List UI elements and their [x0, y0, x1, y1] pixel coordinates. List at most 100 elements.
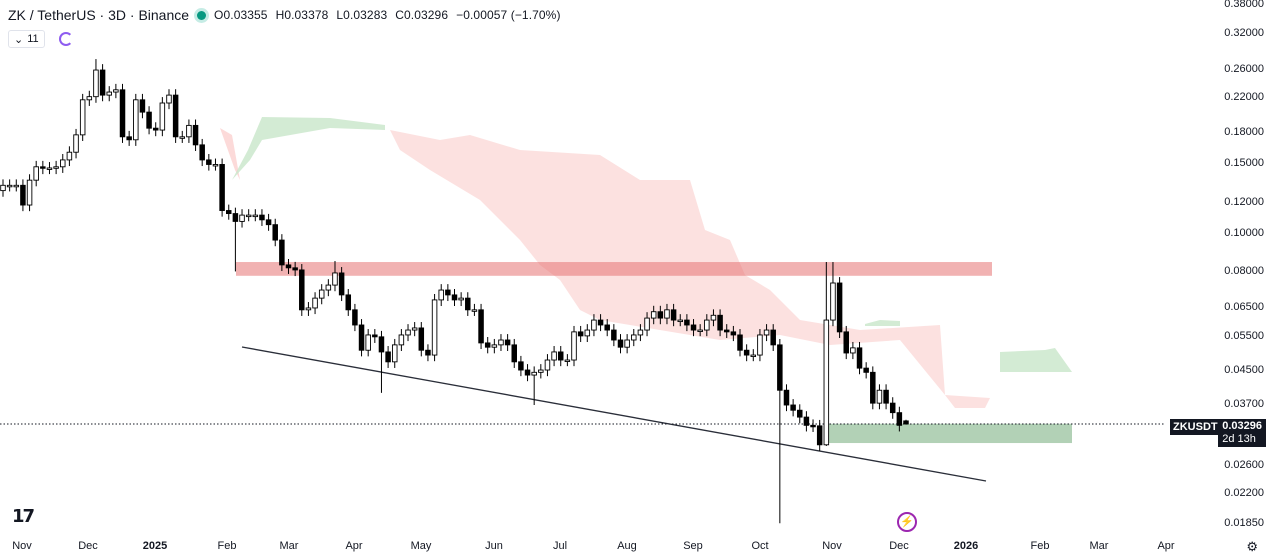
candle: [790, 399, 796, 417]
candle-body-bearish: [219, 164, 225, 211]
candle-body-bullish: [710, 314, 717, 321]
candle-body-bullish: [830, 282, 836, 321]
candle-body-bearish: [279, 239, 285, 266]
time-tick: Nov: [822, 540, 842, 552]
candle-body-bearish: [730, 331, 737, 336]
candle-body-bearish: [737, 334, 743, 351]
candle: [637, 324, 644, 342]
candle: [551, 346, 557, 367]
candle-body-bullish: [325, 284, 332, 291]
candle-body-bearish: [843, 331, 849, 354]
price-tick: 0.05500: [1224, 329, 1264, 342]
cloud-bullish: [865, 320, 900, 326]
trendline[interactable]: [241, 346, 987, 482]
candle-body-bullish: [750, 354, 757, 358]
chevron-down-icon: ⌄: [14, 33, 24, 46]
price-tick: 0.12000: [1224, 195, 1264, 208]
candle-body-bearish: [259, 214, 265, 221]
candle-body-bearish: [478, 309, 484, 344]
candle-body-bullish: [6, 184, 13, 188]
candle-body-bullish: [531, 371, 537, 376]
candle-body-bullish: [60, 159, 66, 168]
candle: [179, 130, 186, 143]
candle-body-bullish: [212, 164, 219, 167]
time-tick: Mar: [279, 540, 299, 552]
cloud-bullish: [1000, 348, 1072, 372]
candle-body-bullish: [186, 124, 192, 138]
candle-body-bullish: [239, 214, 245, 222]
candle: [763, 324, 770, 342]
candle-body-bearish: [385, 351, 391, 363]
candle-body-bullish: [245, 214, 252, 218]
time-tick: Nov: [12, 540, 32, 552]
candle: [504, 334, 511, 352]
candle-body-bearish: [484, 342, 491, 348]
candle: [657, 305, 664, 325]
candle-body-bullish: [33, 166, 39, 181]
candle-body-bearish: [172, 94, 179, 138]
candle-body-bullish: [159, 102, 166, 131]
candle-body-bearish: [690, 324, 697, 331]
tradingview-logo[interactable]: 17: [12, 506, 35, 527]
candle-body-bullish: [571, 331, 577, 361]
candle: [166, 89, 172, 110]
candle-body-bearish: [126, 136, 132, 141]
price-tick: 0.32000: [1224, 27, 1264, 39]
candle-body-bullish: [312, 297, 318, 309]
candle: [133, 93, 139, 146]
indicators-toggle-button[interactable]: ⌄ 11: [8, 30, 45, 48]
candles: [0, 59, 909, 524]
candle: [206, 153, 212, 171]
candle-body-bullish: [564, 359, 571, 362]
candle: [624, 334, 630, 354]
candle-body-bearish: [770, 329, 776, 346]
candle: [385, 346, 391, 368]
price-tick: 0.18000: [1224, 125, 1264, 138]
candle-body-bearish: [797, 409, 803, 418]
last-price-tag: 0.03296 2d 13h: [1218, 419, 1266, 447]
candle-body-bullish: [252, 214, 259, 218]
candle-body-bullish: [438, 289, 444, 301]
candle-body-bullish: [551, 351, 557, 361]
symbol-title[interactable]: ZK / TetherUS · 3D · Binance: [8, 7, 190, 23]
candle: [79, 93, 86, 141]
sync-icon[interactable]: [58, 32, 73, 46]
candle: [863, 362, 869, 379]
candle: [46, 162, 53, 175]
candle: [159, 97, 166, 137]
candle: [478, 303, 484, 350]
candle: [876, 384, 883, 410]
candle: [850, 341, 856, 360]
candle-body-bearish: [139, 99, 146, 113]
candle: [332, 261, 338, 292]
candle-body-bullish: [133, 99, 139, 141]
candle-body-bearish: [192, 124, 199, 146]
candle-body-bearish: [199, 144, 205, 161]
candle-body-bullish: [631, 334, 637, 341]
legend-header: ZK / TetherUS · 3D · Binance O0.03355 H0…: [8, 7, 561, 23]
candle: [33, 160, 39, 187]
candle-body-bullish: [637, 329, 644, 336]
bar-countdown: 2d 13h: [1222, 433, 1256, 445]
support-zone[interactable]: [826, 423, 1072, 444]
lightning-icon[interactable]: ⚡: [897, 512, 917, 532]
candle-body-bearish: [20, 184, 26, 206]
settings-gear-icon[interactable]: ⚙: [1246, 539, 1258, 554]
candle-body-bearish: [889, 402, 896, 414]
resistance-zone[interactable]: [236, 262, 992, 276]
candle-body-bullish: [876, 389, 883, 404]
candle-body-bearish: [870, 371, 876, 404]
candle: [113, 83, 119, 99]
candle: [272, 218, 278, 247]
candle: [212, 158, 219, 171]
time-tick: Jun: [485, 540, 503, 552]
candle: [571, 325, 577, 367]
time-tick: Feb: [1030, 540, 1050, 552]
candle: [458, 292, 464, 307]
candle-body-bearish: [338, 272, 345, 296]
candle-body-bullish: [79, 99, 86, 136]
candle-body-bearish: [577, 331, 584, 337]
candle: [186, 119, 192, 143]
candle-body-bearish: [856, 347, 863, 369]
